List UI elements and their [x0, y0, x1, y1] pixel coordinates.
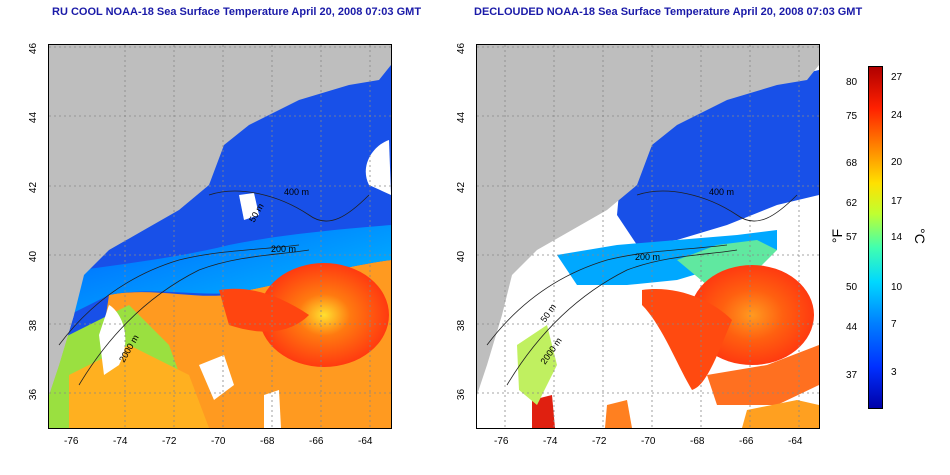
fahrenheit-tick: 62: [846, 198, 858, 209]
right-sst-map[interactable]: 200 m 400 m 2000 m 50 m: [476, 44, 820, 429]
bathymetry-contours: [486, 190, 798, 386]
lat-tick: 42: [28, 181, 40, 194]
lat-tick: 44: [28, 111, 40, 124]
celsius-tick: 10: [891, 282, 903, 293]
fahrenheit-tick: 50: [846, 282, 858, 293]
contour-label: 200 m: [635, 252, 660, 262]
lon-tick: -70: [641, 436, 656, 447]
gulf-stream-meander: [642, 289, 732, 390]
land-mass: [49, 45, 391, 395]
lat-tick: 36: [28, 388, 40, 401]
lat-tick: 38: [28, 319, 40, 332]
lon-tick: -64: [358, 436, 373, 447]
bathymetry-contours: [58, 190, 370, 386]
shelf-water-band: [49, 225, 391, 325]
warm-core-eddy: [259, 263, 389, 367]
lon-tick: -76: [64, 436, 79, 447]
celsius-tick: 24: [891, 110, 903, 121]
right-map-title: DECLOUDED NOAA-18 Sea Surface Temperatur…: [474, 6, 863, 18]
cloud-patch: [365, 140, 391, 195]
fahrenheit-tick: 44: [846, 322, 858, 333]
contour-label: 400 m: [284, 187, 309, 197]
lat-tick: 36: [456, 388, 468, 401]
lon-tick: -74: [543, 436, 558, 447]
fahrenheit-tick: 80: [846, 77, 858, 88]
lat-tick: 40: [28, 250, 40, 263]
lat-tick: 46: [456, 42, 468, 55]
celsius-tick: 14: [891, 232, 903, 243]
gulf-stream-meander: [219, 288, 309, 332]
fahrenheit-tick: 37: [846, 370, 858, 381]
lon-tick: -74: [113, 436, 128, 447]
lon-tick: -64: [788, 436, 803, 447]
lon-tick: -70: [211, 436, 226, 447]
celsius-label: °C: [911, 228, 928, 244]
lon-tick: -66: [739, 436, 754, 447]
lat-tick: 40: [456, 250, 468, 263]
lat-tick: 46: [28, 42, 40, 55]
lon-tick: -76: [494, 436, 509, 447]
lon-tick: -72: [162, 436, 177, 447]
celsius-tick: 3: [891, 367, 897, 378]
celsius-tick: 20: [891, 157, 903, 168]
lon-tick: -68: [260, 436, 275, 447]
lat-tick: 44: [456, 111, 468, 124]
left-sst-map[interactable]: 200 m 400 m 50 m 2000 m: [48, 44, 392, 429]
land-mass: [477, 45, 819, 395]
fahrenheit-label: °F: [829, 228, 846, 244]
graticule: [49, 45, 391, 428]
graticule: [477, 45, 819, 428]
left-map-title: RU COOL NOAA-18 Sea Surface Temperature …: [52, 6, 422, 18]
fahrenheit-tick: 75: [846, 111, 858, 122]
fahrenheit-tick: 68: [846, 158, 858, 169]
lat-tick: 38: [456, 319, 468, 332]
shelf-water-band: [557, 230, 777, 285]
lon-tick: -66: [309, 436, 324, 447]
celsius-tick: 17: [891, 196, 903, 207]
celsius-tick: 7: [891, 319, 897, 330]
temperature-colorbar: [868, 66, 883, 409]
lat-tick: 42: [456, 181, 468, 194]
lon-tick: -68: [690, 436, 705, 447]
fahrenheit-tick: 57: [846, 232, 858, 243]
celsius-tick: 27: [891, 72, 903, 83]
contour-label: 200 m: [271, 244, 296, 254]
lon-tick: -72: [592, 436, 607, 447]
contour-label: 400 m: [709, 187, 734, 197]
